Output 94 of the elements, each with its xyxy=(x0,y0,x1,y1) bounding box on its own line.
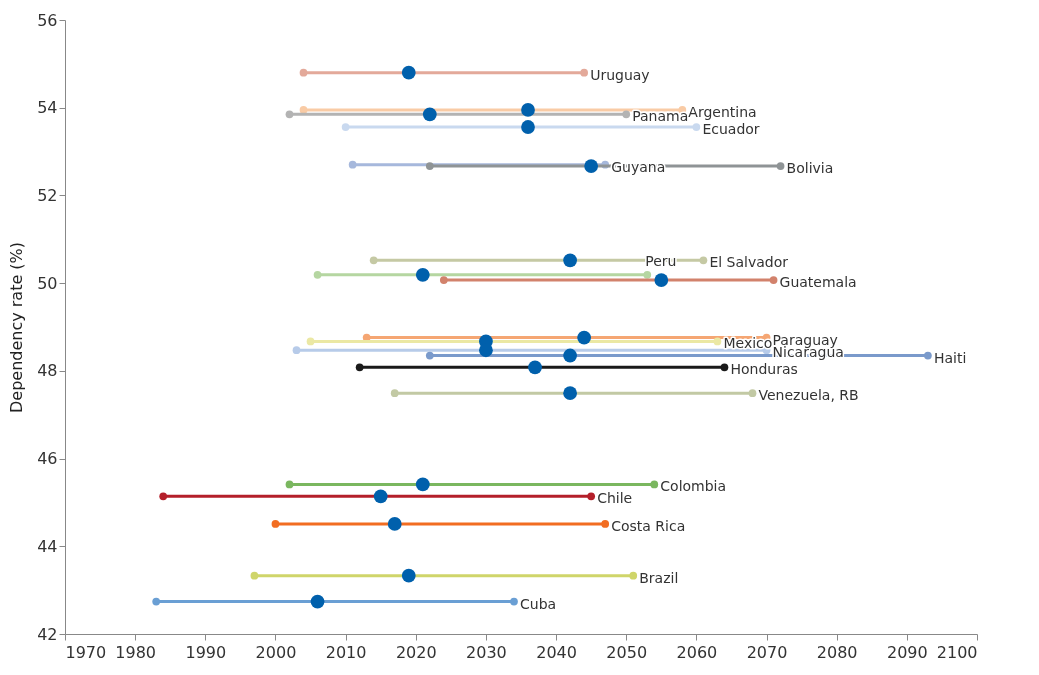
point xyxy=(580,68,589,77)
point xyxy=(348,160,357,169)
series-label: Peru xyxy=(645,252,677,269)
point xyxy=(271,520,280,528)
point xyxy=(390,389,399,398)
point xyxy=(720,363,729,372)
y-tick-label: 54 xyxy=(37,98,58,118)
point xyxy=(355,363,364,372)
point xyxy=(299,68,308,77)
x-tick-label: 1980 xyxy=(115,642,157,662)
x-tick-label: 2000 xyxy=(255,642,297,662)
point xyxy=(692,123,701,131)
point xyxy=(425,162,434,170)
point xyxy=(373,489,388,504)
x-tick-label: 2090 xyxy=(886,642,928,662)
point xyxy=(699,256,708,265)
y-tick-label: 56 xyxy=(37,10,58,30)
y-tick-label: 46 xyxy=(37,449,58,469)
point xyxy=(401,65,416,80)
point xyxy=(285,480,294,489)
y-tick-label: 48 xyxy=(37,361,58,381)
point xyxy=(415,267,430,282)
point xyxy=(159,492,168,501)
x-tick-label: 2100 xyxy=(936,642,978,662)
series-label: Cuba xyxy=(519,595,557,612)
point xyxy=(299,106,308,114)
series-label: El Salvador xyxy=(709,254,789,271)
series-label: Chile xyxy=(597,490,633,507)
series-label: Bolivia xyxy=(786,160,834,177)
point xyxy=(285,110,294,119)
y-tick-label: 44 xyxy=(37,536,58,556)
series-label: Brazil xyxy=(639,569,679,586)
y-axis-title: Dependency rate (%) xyxy=(7,241,27,414)
series-label: Paraguay xyxy=(772,331,838,348)
y-tick-label: 52 xyxy=(37,185,58,205)
point xyxy=(629,571,638,580)
x-tick-label: 2030 xyxy=(466,642,507,662)
x-tick-label: 2010 xyxy=(325,642,367,662)
y-tick-label: 50 xyxy=(37,273,58,293)
point xyxy=(313,270,322,279)
x-tick-label: 2040 xyxy=(536,642,577,662)
point xyxy=(577,330,592,345)
x-tick-label: 2080 xyxy=(816,642,858,662)
point xyxy=(622,110,631,119)
series-label: Argentina xyxy=(688,103,757,120)
series-label: Venezuela, RB xyxy=(758,387,859,404)
point xyxy=(643,270,652,279)
x-tick-label: 2060 xyxy=(676,642,718,662)
point xyxy=(292,346,301,355)
point xyxy=(528,360,542,375)
point xyxy=(425,351,434,360)
x-tick-label: 2070 xyxy=(746,642,788,662)
point xyxy=(306,337,315,346)
point xyxy=(748,389,757,398)
x-tick-label: 1990 xyxy=(185,642,227,662)
point xyxy=(152,597,161,606)
point xyxy=(250,571,259,580)
series-label: Costa Rica xyxy=(611,517,686,534)
x-tick-label: 1970 xyxy=(65,642,107,662)
point xyxy=(776,162,785,170)
series-label: Panama xyxy=(632,108,689,125)
point xyxy=(369,256,378,265)
point xyxy=(713,337,722,346)
series-label: Uruguay xyxy=(590,66,650,83)
point xyxy=(341,123,350,131)
series-label: Colombia xyxy=(660,478,727,495)
point xyxy=(601,520,610,528)
point xyxy=(584,159,599,173)
point xyxy=(769,276,778,284)
point xyxy=(563,386,577,401)
point xyxy=(422,107,437,122)
point xyxy=(310,594,325,609)
y-tick-label: 42 xyxy=(37,624,58,644)
series-label: Mexico xyxy=(723,335,773,352)
point xyxy=(587,492,596,501)
point xyxy=(439,276,448,284)
x-tick-label: 2050 xyxy=(606,642,648,662)
point xyxy=(654,273,669,287)
series-label: Ecuador xyxy=(702,121,760,138)
point xyxy=(521,103,535,117)
series-label: Honduras xyxy=(730,361,798,378)
point xyxy=(510,597,518,606)
point xyxy=(924,351,932,360)
series-label: Haiti xyxy=(933,349,967,366)
point xyxy=(563,348,577,363)
point xyxy=(479,343,493,358)
series-label: Guatemala xyxy=(779,274,857,291)
point xyxy=(401,568,416,583)
point xyxy=(415,477,430,492)
x-tick-label: 2020 xyxy=(395,642,437,662)
point xyxy=(563,253,577,268)
point xyxy=(650,480,659,489)
point xyxy=(521,120,535,134)
point xyxy=(387,517,402,531)
